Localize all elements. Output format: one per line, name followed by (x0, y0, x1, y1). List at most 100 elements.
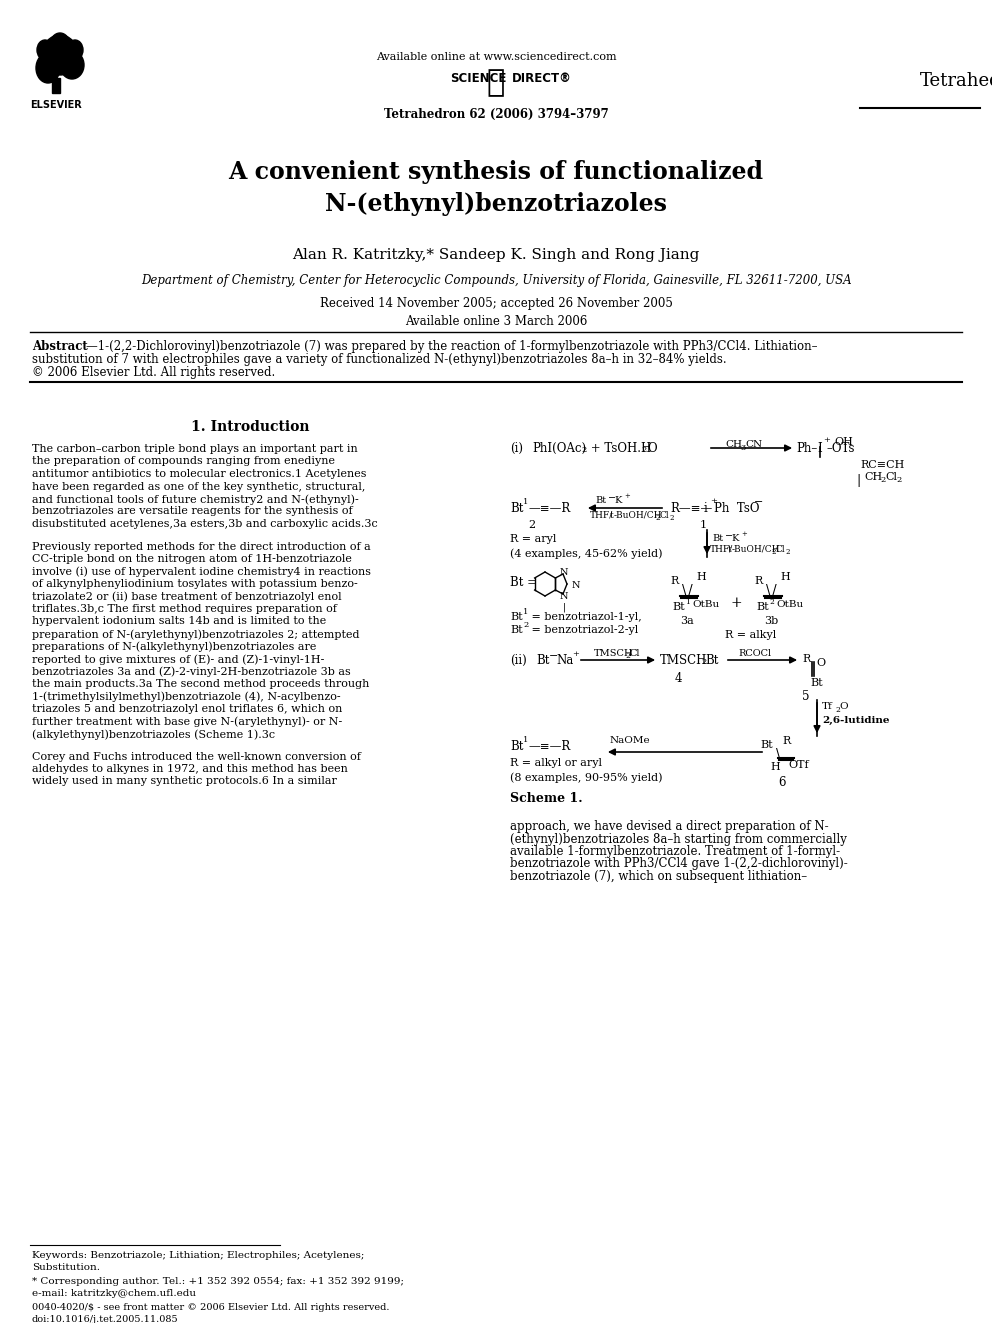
Text: 3b: 3b (764, 617, 779, 626)
Text: R: R (670, 576, 679, 586)
Text: * Corresponding author. Tel.: +1 352 392 0554; fax: +1 352 392 9199;: * Corresponding author. Tel.: +1 352 392… (32, 1277, 404, 1286)
Text: preparations of N-(alkylethynyl)benzotriazoles are: preparations of N-(alkylethynyl)benzotri… (32, 642, 316, 652)
Text: −: − (549, 651, 558, 662)
Text: hypervalent iodonium salts 14b and is limited to the: hypervalent iodonium salts 14b and is li… (32, 617, 326, 627)
Text: +: + (710, 497, 717, 505)
Text: benzotriazole with PPh3/CCl4 gave 1-(2,2-dichlorovinyl)-: benzotriazole with PPh3/CCl4 gave 1-(2,2… (510, 857, 848, 871)
Text: R: R (802, 654, 810, 664)
Text: DIRECT®: DIRECT® (512, 71, 571, 85)
Ellipse shape (50, 33, 70, 57)
Text: 1-(trimethylsilylmethyl)benzotriazole (4), N-acylbenzo-: 1-(trimethylsilylmethyl)benzotriazole (4… (32, 692, 340, 703)
Text: -BuOH/CH: -BuOH/CH (614, 511, 663, 520)
Text: H: H (696, 572, 705, 582)
Text: 3: 3 (740, 445, 745, 452)
Text: THF/: THF/ (590, 511, 613, 520)
Text: −: − (754, 497, 764, 507)
Text: + TsOH.H: + TsOH.H (587, 442, 652, 455)
Text: widely used in many synthetic protocols.6 In a similar: widely used in many synthetic protocols.… (32, 777, 337, 786)
Text: OTf: OTf (788, 759, 808, 770)
Text: PhI(OAc): PhI(OAc) (532, 442, 586, 455)
Ellipse shape (67, 40, 83, 60)
Text: Abstract: Abstract (32, 340, 87, 353)
Text: triflates.3b,c The first method requires preparation of: triflates.3b,c The first method requires… (32, 605, 337, 614)
Text: further treatment with base give N-(arylethynyl)- or N-: further treatment with base give N-(aryl… (32, 717, 342, 728)
Text: Ph  TsO: Ph TsO (714, 501, 760, 515)
Text: of alkynylphenyliodinium tosylates with potassium benzo-: of alkynylphenyliodinium tosylates with … (32, 579, 358, 589)
Text: (ethynyl)benzotriazoles 8a–h starting from commercially: (ethynyl)benzotriazoles 8a–h starting fr… (510, 832, 847, 845)
Text: O: O (816, 658, 825, 668)
Text: 2: 2 (655, 515, 660, 523)
Text: have been regarded as one of the key synthetic, structural,: have been regarded as one of the key syn… (32, 482, 365, 492)
Text: N: N (559, 591, 568, 601)
Text: = benzotriazol-1-yl,: = benzotriazol-1-yl, (528, 613, 642, 622)
Text: Bt: Bt (595, 496, 606, 505)
Text: Bt: Bt (756, 602, 769, 613)
Text: +: + (730, 595, 742, 610)
Text: 2: 2 (528, 520, 535, 531)
Text: Bt =: Bt = (510, 576, 537, 589)
Text: 2: 2 (701, 658, 706, 665)
Text: R: R (754, 576, 762, 586)
Text: and functional tools of future chemistry2 and N-(ethynyl)-: and functional tools of future chemistry… (32, 493, 359, 504)
Text: Available online 3 March 2006: Available online 3 March 2006 (405, 315, 587, 328)
Text: benzotriazoles are versatile reagents for the synthesis of: benzotriazoles are versatile reagents fo… (32, 507, 352, 516)
Text: Bt: Bt (510, 624, 523, 635)
Text: Cl: Cl (629, 650, 640, 658)
Text: 2: 2 (772, 548, 777, 556)
Text: Ph–: Ph– (796, 442, 817, 455)
Text: reported to give mixtures of (E)- and (Z)-1-vinyl-1H-: reported to give mixtures of (E)- and (Z… (32, 654, 324, 664)
Text: N: N (572, 581, 580, 590)
Text: 6: 6 (778, 777, 786, 789)
Text: K: K (614, 496, 621, 505)
Text: Substitution.: Substitution. (32, 1263, 100, 1271)
Text: Bt: Bt (712, 534, 723, 542)
Text: +: + (624, 492, 630, 500)
Text: the main products.3a The second method proceeds through: the main products.3a The second method p… (32, 679, 369, 689)
Text: −: − (608, 493, 616, 503)
Text: \: \ (682, 583, 686, 598)
Text: available 1-formylbenzotriazole. Treatment of 1-formyl-: available 1-formylbenzotriazole. Treatme… (510, 845, 840, 859)
Text: ELSEVIER: ELSEVIER (30, 101, 82, 110)
Text: OtBu: OtBu (776, 601, 804, 609)
Text: CH: CH (725, 441, 742, 448)
Text: 1: 1 (523, 497, 529, 505)
Text: —≡—R: —≡—R (528, 740, 570, 753)
Text: Scheme 1.: Scheme 1. (510, 792, 582, 804)
Text: |: | (562, 602, 565, 611)
Text: O: O (647, 442, 657, 455)
Text: −: − (725, 532, 733, 541)
Text: 0040-4020/$ - see front matter © 2006 Elsevier Ltd. All rights reserved.: 0040-4020/$ - see front matter © 2006 El… (32, 1303, 390, 1312)
Text: Received 14 November 2005; accepted 26 November 2005: Received 14 November 2005; accepted 26 N… (319, 296, 673, 310)
Text: CN: CN (745, 441, 762, 448)
Text: Available online at www.sciencedirect.com: Available online at www.sciencedirect.co… (376, 52, 616, 62)
Text: Bt: Bt (760, 740, 773, 750)
Text: 5: 5 (802, 691, 809, 703)
Text: TMSCH: TMSCH (660, 654, 707, 667)
Text: \: \ (766, 583, 771, 598)
Text: 2: 2 (835, 706, 840, 714)
Text: R = alkyl or aryl: R = alkyl or aryl (510, 758, 602, 767)
Text: 3a: 3a (680, 617, 693, 626)
Text: Cl: Cl (776, 545, 786, 554)
Text: RC≡CH: RC≡CH (860, 460, 905, 470)
Text: O: O (839, 703, 847, 710)
Text: t: t (728, 545, 732, 554)
Text: 1: 1 (523, 609, 529, 617)
Text: NaOMe: NaOMe (610, 736, 651, 745)
Text: H: H (780, 572, 790, 582)
Text: 2: 2 (880, 476, 885, 484)
Text: H: H (770, 762, 780, 773)
Text: i: i (704, 501, 707, 515)
Text: THF/: THF/ (710, 545, 733, 554)
Text: Bt: Bt (705, 654, 718, 667)
Text: |: | (856, 474, 860, 487)
Text: doi:10.1016/j.tet.2005.11.085: doi:10.1016/j.tet.2005.11.085 (32, 1315, 179, 1323)
Text: e-mail: katritzky@chem.ufl.edu: e-mail: katritzky@chem.ufl.edu (32, 1289, 196, 1298)
Text: 2: 2 (769, 598, 774, 606)
Bar (52, 78, 60, 93)
Text: +: + (572, 650, 579, 658)
Ellipse shape (60, 52, 84, 79)
Text: disubstituted acetylenes,3a esters,3b and carboxylic acids.3c: disubstituted acetylenes,3a esters,3b an… (32, 519, 378, 529)
Text: 2: 2 (786, 548, 791, 556)
Text: 2: 2 (641, 446, 646, 454)
